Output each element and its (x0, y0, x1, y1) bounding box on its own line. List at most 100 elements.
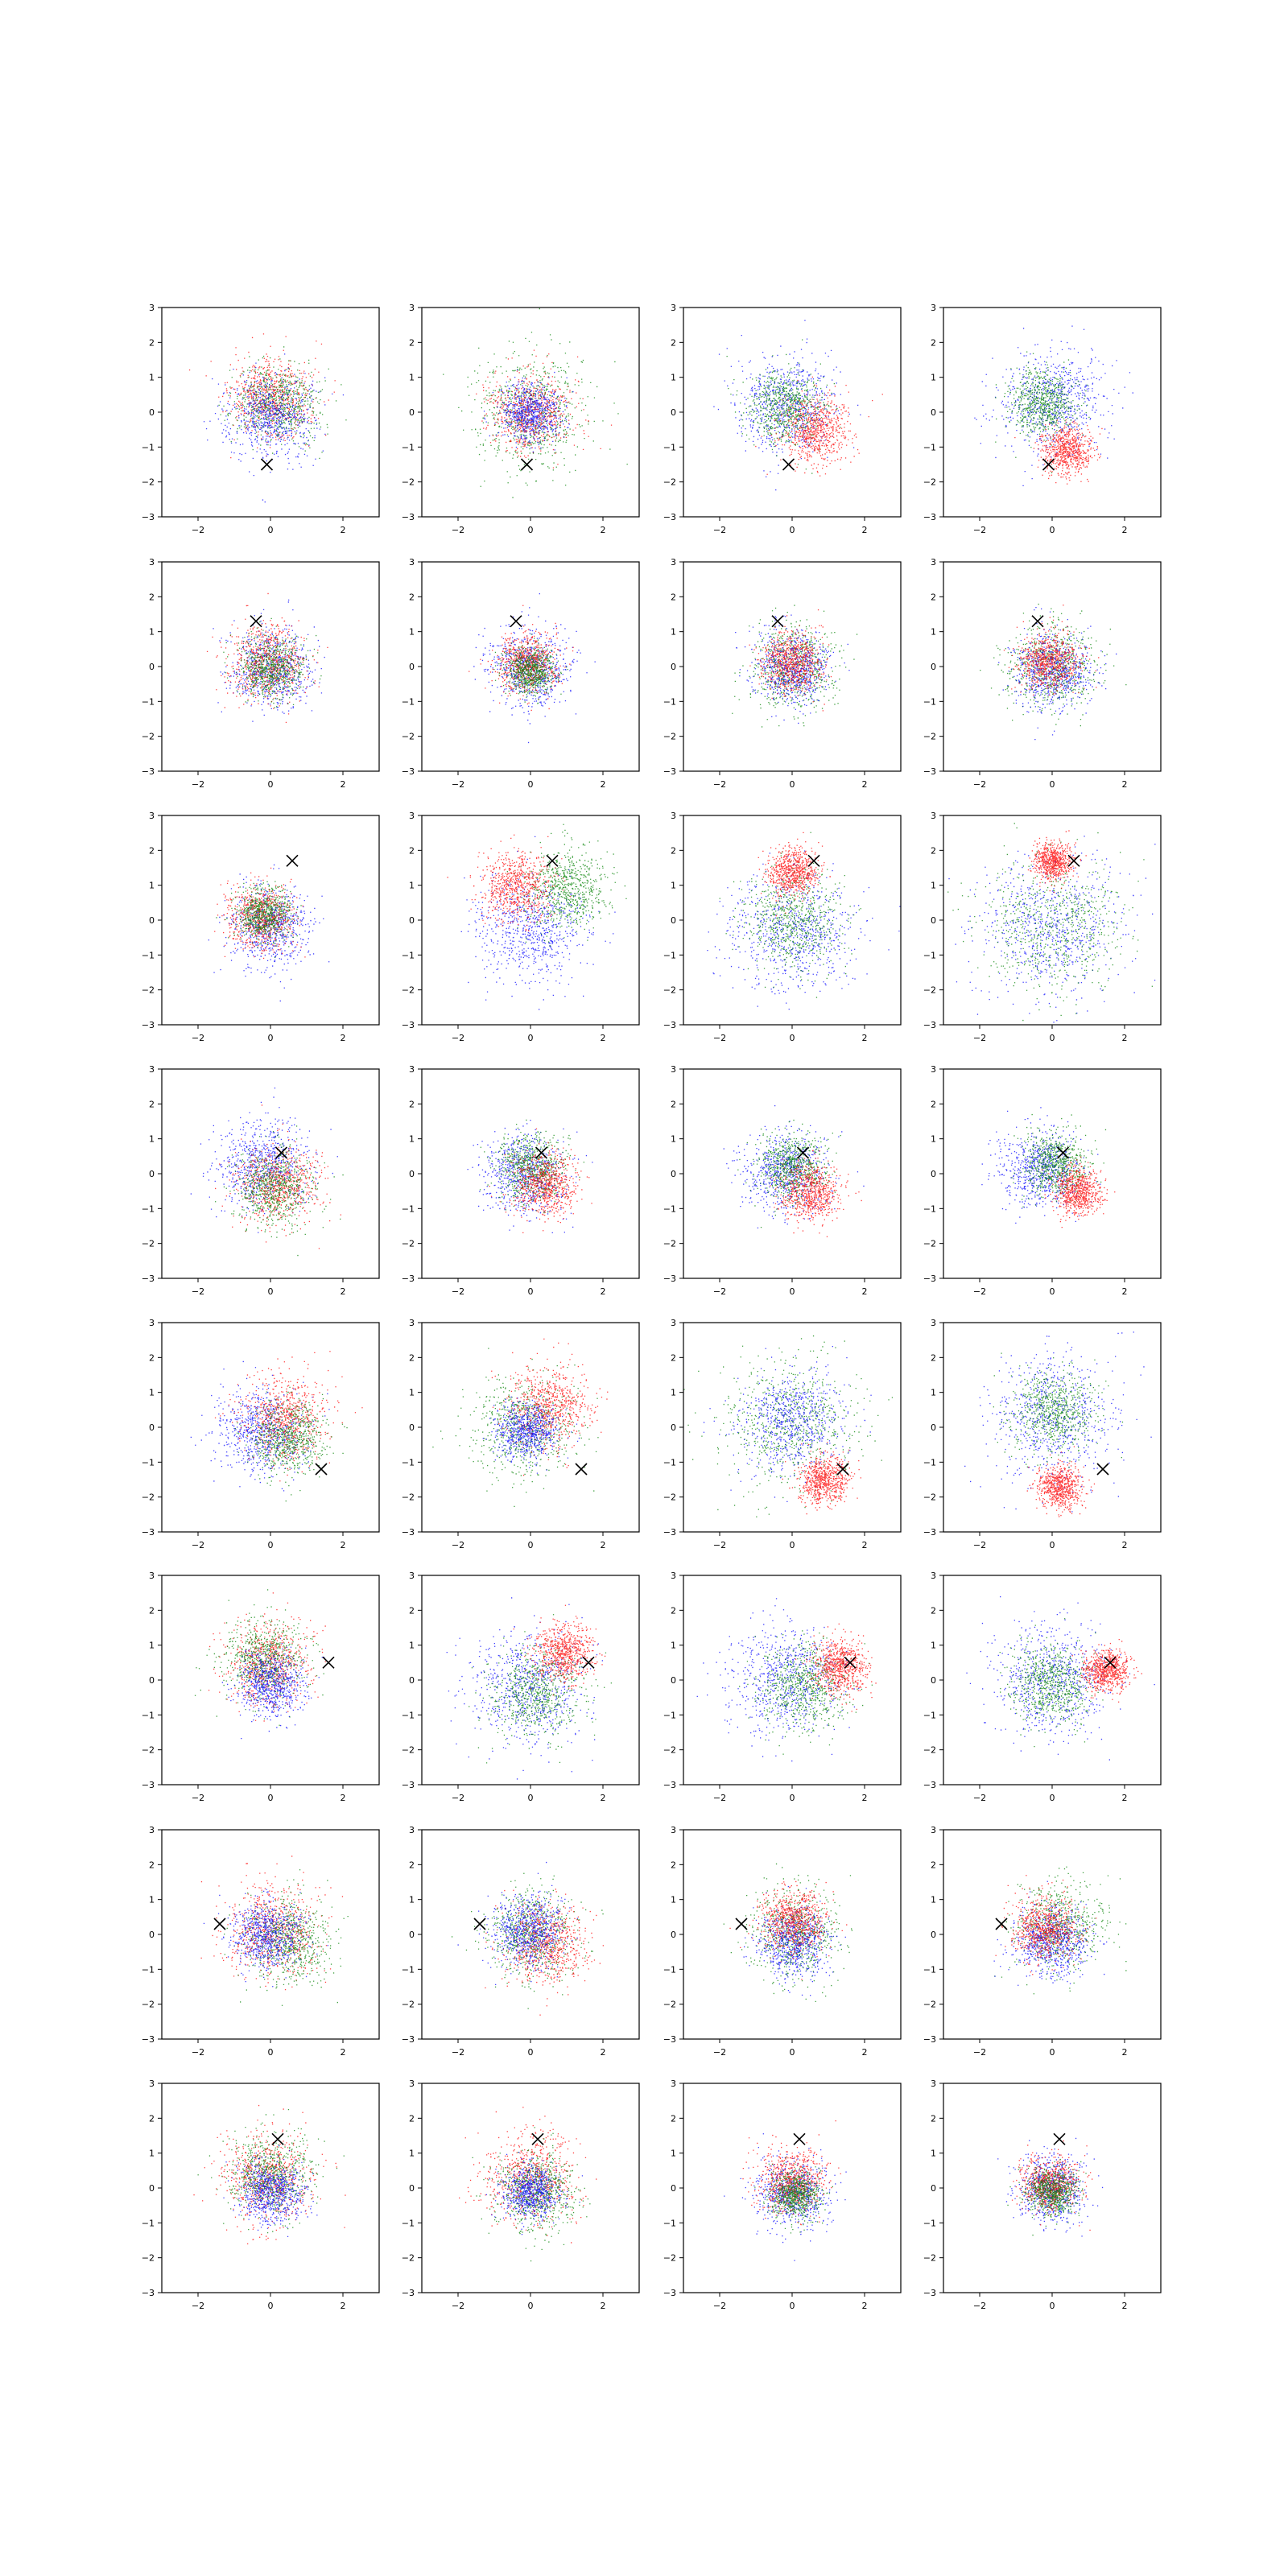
y-tick-label: 0 (671, 407, 676, 418)
red-points (1011, 2140, 1093, 2231)
y-tick-label: 1 (149, 1895, 155, 1905)
green-points (197, 2109, 345, 2234)
x-marker (1096, 1463, 1109, 1476)
x-tick-label: 0 (268, 525, 274, 535)
axes-frame (161, 1575, 380, 1785)
x-tick-label: 2 (862, 1286, 868, 1297)
blue-points (483, 369, 574, 453)
x-tick-label: 0 (790, 779, 795, 790)
subplot-r7-c2: −2 0 2 −3 −2 −1 0 1 2 3 (402, 1825, 640, 2058)
y-tick-label: 2 (671, 1099, 676, 1109)
red-points (206, 592, 328, 723)
y-tick-label: 2 (149, 1352, 155, 1363)
green-points (737, 1119, 841, 1228)
y-tick-label: −1 (142, 950, 155, 960)
green-points (995, 351, 1090, 473)
scatter-points (447, 824, 627, 1010)
x-tick-label: −2 (713, 1286, 726, 1297)
subplot-r8-c2: −2 0 2 −3 −2 −1 0 1 2 3 (402, 2079, 640, 2311)
green-points (218, 346, 347, 459)
x-tick-label: 2 (862, 1793, 868, 1803)
x-tick-label: 0 (268, 1540, 274, 1550)
y-tick-label: 0 (409, 915, 415, 926)
y-tick-label: 1 (149, 627, 155, 638)
subplot-r5-c3: −2 0 2 −3 −2 −1 0 1 2 3 (663, 1318, 902, 1550)
scatter-points (467, 1119, 593, 1233)
y-tick-label: −1 (402, 1203, 415, 1214)
y-tick-label: −2 (402, 1239, 415, 1249)
x-tick-label: −2 (973, 1286, 986, 1297)
y-tick-label: −3 (142, 1780, 155, 1790)
subplot-r5-c2: −2 0 2 −3 −2 −1 0 1 2 3 (402, 1318, 640, 1550)
y-tick-label: −3 (142, 1274, 155, 1284)
red-points (215, 1104, 341, 1249)
red-points (995, 1875, 1097, 1975)
y-tick-label: 3 (409, 811, 415, 821)
y-tick-label: 3 (409, 1825, 415, 1835)
red-points (755, 376, 883, 477)
y-tick-label: −1 (923, 442, 936, 452)
y-tick-label: 0 (149, 915, 155, 926)
y-tick-label: 1 (149, 1641, 155, 1651)
y-tick-label: 1 (409, 2149, 415, 2159)
y-tick-label: 0 (671, 1169, 676, 1179)
blue-points (190, 1088, 338, 1233)
x-tick-label: 0 (528, 2301, 534, 2311)
blue-points (743, 1885, 846, 1996)
y-tick-label: 1 (931, 1895, 936, 1905)
x-marker (836, 1463, 849, 1476)
y-tick-label: −2 (923, 1745, 936, 1756)
y-tick-label: −1 (402, 1457, 415, 1468)
y-tick-label: 1 (409, 1134, 415, 1145)
y-tick-label: −1 (663, 696, 676, 707)
blue-points (460, 836, 616, 1010)
y-tick-label: −3 (923, 1020, 936, 1030)
x-tick-label: 2 (1122, 525, 1128, 535)
green-points (726, 339, 841, 474)
y-tick-label: −1 (142, 696, 155, 707)
y-tick-label: −2 (142, 1239, 155, 1249)
green-points (443, 308, 628, 498)
x-tick-label: 0 (268, 2301, 274, 2311)
x-tick-label: 0 (790, 1540, 795, 1550)
y-tick-label: 2 (671, 337, 676, 348)
y-tick-label: 1 (931, 2149, 936, 2159)
red-points (1041, 1156, 1116, 1228)
y-tick-label: 0 (671, 662, 676, 672)
x-tick-label: 0 (528, 1033, 534, 1043)
x-tick-label: 2 (341, 2047, 346, 2058)
y-tick-label: −2 (663, 1745, 676, 1756)
green-points (216, 881, 302, 958)
y-tick-label: 1 (149, 373, 155, 383)
y-tick-label: 3 (671, 2079, 676, 2089)
red-points (469, 605, 574, 712)
x-tick-label: −2 (192, 2047, 204, 2058)
green-points (739, 1630, 873, 1755)
y-tick-label: 3 (409, 1571, 415, 1581)
green-points (469, 1614, 612, 1764)
y-tick-label: −1 (663, 442, 676, 452)
y-tick-label: −3 (663, 1780, 676, 1790)
subplot-r7-c3: −2 0 2 −3 −2 −1 0 1 2 3 (663, 1825, 902, 2058)
y-tick-label: 2 (409, 845, 415, 856)
red-points (729, 1880, 848, 1980)
y-tick-label: 0 (409, 1422, 415, 1433)
y-tick-label: −3 (923, 512, 936, 522)
y-tick-label: 1 (931, 881, 936, 891)
x-tick-label: 2 (601, 2301, 606, 2311)
y-tick-label: 2 (409, 337, 415, 348)
y-tick-label: −3 (923, 1780, 936, 1790)
x-tick-label: 2 (601, 779, 606, 790)
x-tick-label: 0 (268, 779, 274, 790)
scatter-points (193, 2104, 346, 2244)
y-tick-label: 3 (931, 1571, 936, 1581)
y-tick-label: 1 (409, 373, 415, 383)
y-tick-label: −3 (142, 512, 155, 522)
red-points (1027, 830, 1087, 894)
y-tick-label: 3 (931, 1825, 936, 1835)
y-tick-label: −3 (663, 2034, 676, 2045)
x-tick-label: −2 (452, 1033, 464, 1043)
blue-points (446, 1597, 603, 1780)
subplot-r3-c2: −2 0 2 −3 −2 −1 0 1 2 3 (402, 811, 640, 1043)
y-tick-label: 2 (149, 1605, 155, 1616)
